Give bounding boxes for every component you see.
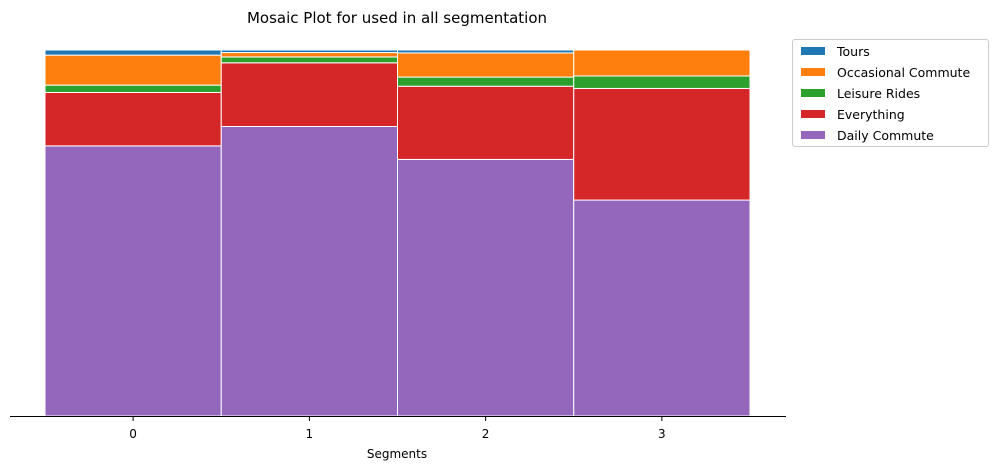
bar-segment-0-0 — [44, 145, 222, 417]
x-tick-label: 3 — [658, 427, 666, 441]
legend: Tours Occasional Commute Leisure Rides Ever… — [792, 39, 989, 147]
bar-segment-1-4 — [220, 49, 398, 54]
legend-label: Everything — [837, 106, 905, 122]
legend-item: Daily Commute — [801, 127, 934, 143]
bar-segment-1-1 — [220, 62, 398, 127]
legend-item: Tours — [801, 43, 870, 59]
legend-swatch — [801, 47, 825, 55]
legend-swatch — [801, 68, 825, 76]
legend-swatch — [801, 110, 825, 118]
bar-segment-0-4 — [44, 49, 222, 56]
legend-swatch — [801, 89, 825, 97]
bar-segment-1-3 — [220, 52, 398, 58]
bar-segment-2-0 — [397, 158, 575, 417]
bar-segment-2-2 — [397, 76, 575, 87]
bar-layer — [44, 49, 751, 417]
bar-segment-0-3 — [44, 54, 222, 86]
bar-segment-2-1 — [397, 85, 575, 160]
x-tick-label: 1 — [306, 427, 314, 441]
legend-item: Occasional Commute — [801, 64, 971, 80]
legend-label: Tours — [837, 43, 870, 59]
x-tick-label: 0 — [129, 427, 137, 441]
legend-item: Everything — [801, 106, 905, 122]
legend-swatch — [801, 131, 825, 139]
bar-segment-2-3 — [397, 52, 575, 78]
x-ticks: 0 1 2 3 — [129, 416, 666, 441]
bar-segment-0-2 — [44, 84, 222, 93]
chart-title: Mosaic Plot for used in all segmentation — [247, 9, 547, 27]
bar-segment-1-2 — [220, 56, 398, 64]
bar-segment-3-0 — [573, 199, 751, 417]
legend-label: Occasional Commute — [837, 64, 971, 80]
bar-segment-3-2 — [573, 75, 751, 89]
legend-item: Leisure Rides — [801, 85, 921, 101]
bar-segment-3-3 — [573, 49, 751, 77]
bar-segment-1-0 — [220, 125, 398, 417]
x-tick-label: 2 — [482, 427, 490, 441]
bar-segment-0-1 — [44, 91, 222, 147]
bar-segment-2-4 — [397, 49, 575, 54]
x-axis-label: Segments — [367, 447, 427, 461]
legend-label: Leisure Rides — [837, 85, 921, 101]
bar-segment-3-1 — [573, 87, 751, 201]
legend-label: Daily Commute — [837, 127, 934, 143]
